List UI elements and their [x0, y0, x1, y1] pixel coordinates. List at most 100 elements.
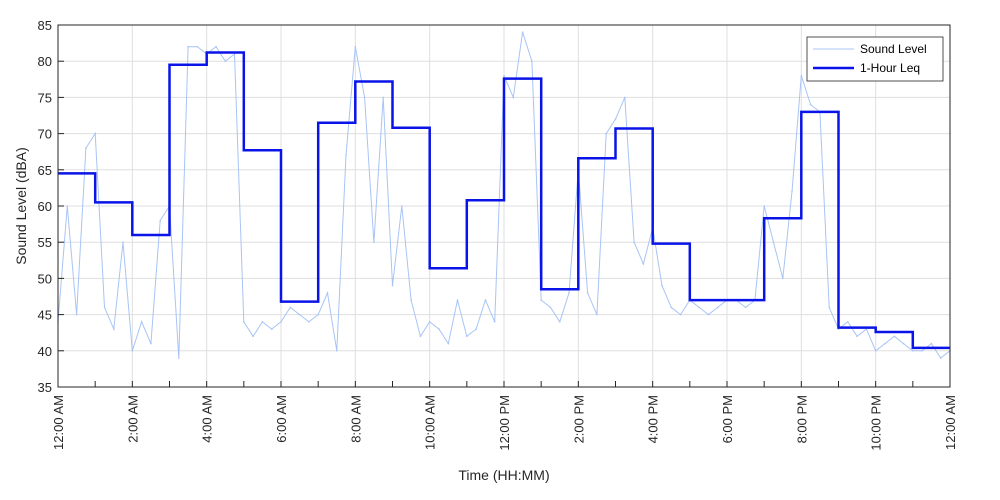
- sound-level-point: [140, 321, 143, 323]
- sound-level-point: [605, 132, 607, 135]
- sound-level-point: [75, 313, 78, 316]
- sound-level-point: [475, 328, 477, 330]
- sound-level-point: [447, 342, 450, 345]
- y-tick-label: 70: [38, 127, 52, 142]
- y-tick-label: 80: [38, 54, 52, 69]
- sound-level-point: [336, 350, 338, 352]
- sound-level-point: [531, 60, 533, 62]
- sound-level-point: [391, 284, 394, 287]
- sound-level-point: [243, 321, 245, 323]
- sound-level-point: [150, 342, 152, 345]
- x-tick-label: 8:00 AM: [348, 395, 363, 443]
- sound-level-point: [744, 306, 747, 309]
- sound-level-point: [847, 321, 849, 323]
- y-tick-label: 55: [38, 235, 52, 250]
- sound-level-point: [670, 306, 673, 309]
- sound-level-point: [661, 284, 663, 287]
- x-tick-label: 10:00 PM: [869, 395, 884, 451]
- sound-level-point: [624, 96, 626, 99]
- sound-level-point: [800, 74, 803, 77]
- sound-level-point: [512, 96, 515, 99]
- sound-level-point: [679, 313, 682, 316]
- x-tick-label: 12:00 AM: [51, 395, 66, 450]
- x-tick-label: 6:00 AM: [274, 395, 289, 443]
- x-tick-label: 8:00 PM: [794, 395, 809, 443]
- sound-level-point: [261, 321, 264, 323]
- sound-level-point: [354, 45, 357, 48]
- sound-level-point: [410, 299, 412, 301]
- x-tick-label: 6:00 PM: [720, 395, 735, 443]
- sound-level-point: [363, 96, 366, 99]
- sound-level-point: [484, 299, 487, 301]
- legend-label-sound-level: Sound Level: [860, 42, 927, 56]
- sound-level-point: [401, 205, 403, 207]
- sound-level-point: [503, 74, 505, 77]
- sound-level-point: [187, 45, 189, 48]
- sound-level-point: [930, 342, 933, 345]
- y-tick-label: 45: [38, 308, 52, 323]
- sound-level-point: [308, 321, 310, 323]
- sound-level-point: [326, 292, 329, 294]
- y-tick-labels: 35 40 45 50 55 60 65 70 75 80 85: [38, 18, 52, 395]
- sound-level-point: [252, 335, 254, 338]
- sound-level-point: [317, 313, 320, 316]
- sound-level-point: [698, 306, 700, 309]
- x-axis-title: Time (HH:MM): [458, 467, 549, 483]
- sound-level-point: [921, 350, 923, 352]
- y-tick-label: 75: [38, 90, 52, 105]
- sound-level-point: [438, 328, 440, 330]
- x-tick-label: 4:00 AM: [200, 395, 215, 443]
- sound-level-point: [772, 241, 775, 243]
- sound-level-point: [596, 313, 598, 316]
- sound-level-point: [345, 154, 347, 157]
- sound-level-point: [66, 205, 69, 207]
- sound-level-point: [521, 31, 524, 33]
- sound-level-point: [196, 45, 199, 48]
- sound-level-point: [122, 241, 124, 243]
- sound-level-point: [456, 299, 459, 301]
- sound-level-point: [382, 96, 385, 99]
- y-tick-label: 50: [38, 271, 52, 286]
- y-tick-label: 85: [38, 18, 52, 33]
- sound-level-point: [103, 306, 106, 309]
- sound-level-point: [633, 241, 635, 243]
- sound-level-point: [373, 241, 375, 243]
- x-tick-label: 12:00 AM: [943, 395, 958, 450]
- sound-level-point: [874, 350, 877, 352]
- sound-level-point: [902, 342, 905, 345]
- sound-level-point: [856, 335, 858, 338]
- x-tick-label: 2:00 PM: [571, 395, 586, 443]
- series-layer: [57, 31, 951, 359]
- tick-marks: [57, 24, 951, 388]
- sound-level-point: [884, 342, 886, 345]
- sound-level-point: [178, 357, 180, 359]
- sound-level-point: [280, 321, 282, 323]
- sound-level-point: [94, 132, 96, 135]
- sound-level-point: [586, 292, 589, 294]
- sound-level-point: [549, 306, 552, 309]
- x-tick-label: 10:00 AM: [423, 395, 438, 450]
- sound-level-point: [912, 350, 914, 352]
- sound-level-point: [493, 321, 496, 323]
- x-tick-label: 2:00 AM: [125, 395, 140, 443]
- y-axis-title: Sound Level (dBA): [13, 147, 29, 265]
- sound-level-point: [466, 335, 468, 338]
- legend-label-1-hour-leq: 1-Hour Leq: [860, 61, 920, 75]
- x-tick-labels: 12:00 AM 2:00 AM 4:00 AM 6:00 AM 8:00 AM 10:0…: [51, 395, 958, 451]
- sound-level-point: [159, 219, 161, 222]
- series-line-1-hour-leq: [58, 51, 950, 350]
- sound-level-point: [298, 313, 301, 316]
- sound-level-point: [428, 321, 431, 323]
- sound-level-point: [791, 190, 793, 193]
- sound-level-point: [614, 118, 617, 120]
- sound-level-point: [224, 60, 227, 62]
- sound-level-point: [215, 45, 217, 48]
- sound-level-point: [642, 263, 645, 265]
- sound-level-point: [782, 277, 784, 280]
- sound-level-point: [540, 299, 542, 301]
- sound-level-point: [893, 335, 896, 338]
- sound-level-point: [131, 350, 134, 352]
- legend-box: [806, 36, 944, 82]
